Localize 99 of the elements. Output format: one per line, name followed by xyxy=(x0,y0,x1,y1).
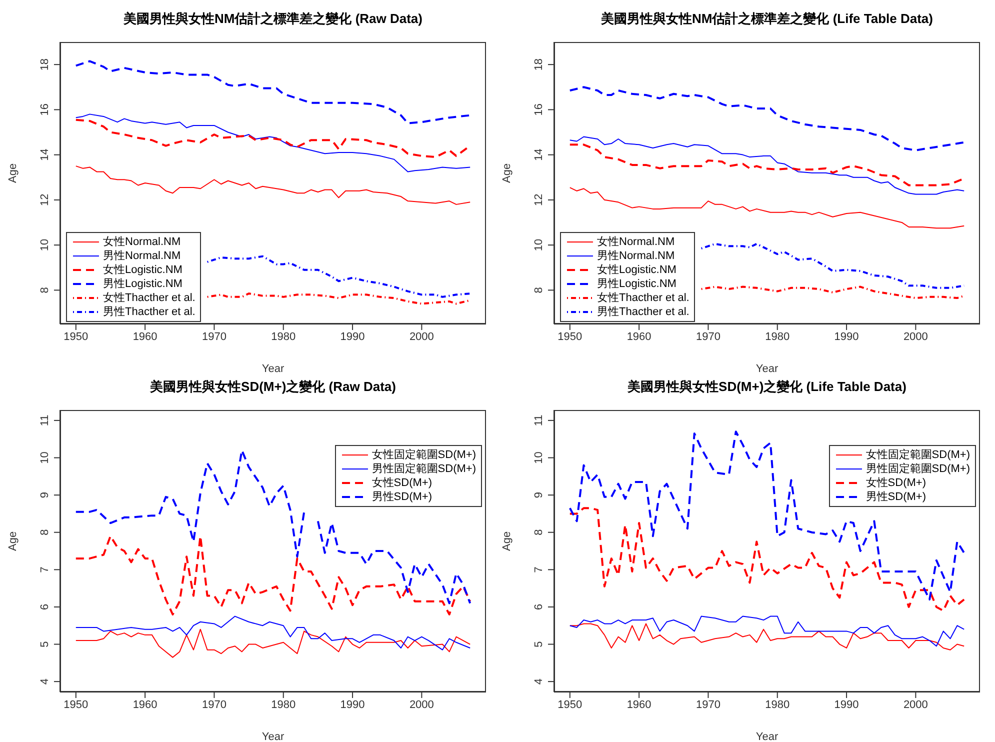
y-axis-title: Age xyxy=(6,163,19,183)
y-tick-label: 5 xyxy=(39,641,51,648)
y-tick-label: 8 xyxy=(533,529,545,536)
chart-title: 美國男性與女性SD(M+)之變化 (Life Table Data) xyxy=(626,378,908,396)
legend-label: 男性固定範圍SD(M+) xyxy=(372,462,476,476)
y-tick-label: 12 xyxy=(533,194,545,206)
x-tick-label: 1980 xyxy=(271,698,296,711)
line-series xyxy=(569,187,965,229)
legend-label: 男性Normal.NM xyxy=(597,249,675,263)
x-tick-label: 1950 xyxy=(558,698,582,711)
line-series xyxy=(75,628,471,658)
y-tick-label: 18 xyxy=(533,58,545,71)
x-tick-label: 1950 xyxy=(64,698,88,711)
y-tick-label: 7 xyxy=(533,566,545,573)
x-tick-label: 1970 xyxy=(202,330,226,343)
y-tick-label: 11 xyxy=(533,414,545,426)
line-series xyxy=(568,86,966,152)
legend-label: 男性SD(M+) xyxy=(866,490,926,504)
x-tick-label: 1990 xyxy=(834,698,859,711)
y-tick-label: 14 xyxy=(533,148,545,161)
legend-label: 女性Normal.NM xyxy=(597,235,675,249)
legend-label: 女性Thacther et al. xyxy=(103,291,196,305)
y-tick-label: 8 xyxy=(39,529,51,536)
x-tick-label: 1960 xyxy=(626,698,652,711)
x-tick-label: 1960 xyxy=(132,330,158,343)
line-series xyxy=(206,292,472,305)
x-axis-title: Year xyxy=(262,363,284,375)
x-axis-title: Year xyxy=(756,731,778,742)
y-tick-label: 8 xyxy=(39,287,51,294)
line-series xyxy=(568,507,966,612)
x-tick-label: 1980 xyxy=(765,330,790,343)
y-tick-label: 16 xyxy=(39,104,51,116)
line-series xyxy=(569,623,965,650)
line-series xyxy=(74,60,472,124)
line-series xyxy=(75,616,471,650)
x-tick-label: 1990 xyxy=(340,698,365,711)
x-tick-label: 1980 xyxy=(271,330,296,343)
legend-label: 男性固定範圍SD(M+) xyxy=(866,462,970,476)
x-tick-label: 2000 xyxy=(409,698,434,711)
y-tick-label: 5 xyxy=(533,641,545,648)
x-tick-label: 1960 xyxy=(132,698,158,711)
y-tick-label: 4 xyxy=(39,678,51,685)
legend-label: 女性SD(M+) xyxy=(866,476,926,490)
y-tick-label: 4 xyxy=(533,678,545,685)
legend-label: 女性Thacther et al. xyxy=(597,291,690,305)
y-tick-label: 6 xyxy=(533,604,545,610)
y-axis-title: Age xyxy=(500,163,513,183)
chart-title: 美國男性與女性NM估計之標準差之變化 (Life Table Data) xyxy=(600,10,934,28)
x-tick-label: 2000 xyxy=(903,698,928,711)
x-tick-label: 2000 xyxy=(409,330,434,343)
y-tick-label: 10 xyxy=(533,452,545,464)
y-tick-label: 10 xyxy=(39,452,51,464)
line-series xyxy=(74,535,472,616)
legend-label: 女性Logistic.NM xyxy=(597,263,676,277)
legend-label: 男性Logistic.NM xyxy=(103,277,182,291)
legend-label: 男性Thacther et al. xyxy=(597,305,690,319)
x-axis-title: Year xyxy=(756,363,778,375)
x-tick-label: 1950 xyxy=(558,330,582,343)
x-axis-title: Year xyxy=(262,731,284,742)
y-tick-label: 7 xyxy=(39,566,51,573)
legend-label: 女性固定範圍SD(M+) xyxy=(372,448,476,462)
legend-label: 女性Logistic.NM xyxy=(103,263,182,277)
y-tick-label: 10 xyxy=(533,238,545,252)
chart-title: 美國男性與女性NM估計之標準差之變化 (Raw Data) xyxy=(122,10,424,28)
x-tick-label: 1960 xyxy=(626,330,652,343)
y-axis-title: Age xyxy=(6,531,19,551)
x-tick-label: 1970 xyxy=(696,330,720,343)
legend-label: 男性Normal.NM xyxy=(103,249,181,263)
y-axis-title: Age xyxy=(500,531,513,551)
y-tick-label: 14 xyxy=(39,148,51,161)
line-series xyxy=(569,616,965,647)
legend-label: 女性固定範圍SD(M+) xyxy=(866,448,970,462)
chart-title: 美國男性與女性SD(M+)之變化 (Raw Data) xyxy=(149,378,397,396)
y-tick-label: 18 xyxy=(39,58,51,71)
legend-label: 男性Thacther et al. xyxy=(103,305,196,319)
line-series xyxy=(700,286,966,300)
y-tick-label: 8 xyxy=(533,287,545,294)
y-tick-label: 16 xyxy=(533,104,545,116)
line-series xyxy=(206,255,472,298)
legend-label: 男性Logistic.NM xyxy=(597,277,676,291)
x-tick-label: 1970 xyxy=(696,698,720,711)
y-tick-label: 6 xyxy=(39,604,51,610)
y-tick-label: 11 xyxy=(39,414,51,426)
legend-label: 男性SD(M+) xyxy=(372,490,432,504)
legend-label: 女性SD(M+) xyxy=(372,476,432,490)
y-tick-label: 10 xyxy=(39,238,51,252)
y-tick-label: 12 xyxy=(39,194,51,206)
y-tick-label: 9 xyxy=(39,492,51,498)
line-series xyxy=(75,114,471,172)
x-tick-label: 1950 xyxy=(64,330,88,343)
x-tick-label: 2000 xyxy=(903,330,928,343)
legend-label: 女性Normal.NM xyxy=(103,235,181,249)
line-series xyxy=(569,136,965,195)
x-tick-label: 1990 xyxy=(834,330,859,343)
x-tick-label: 1980 xyxy=(765,698,790,711)
line-series xyxy=(75,166,471,205)
x-tick-label: 1970 xyxy=(202,698,226,711)
x-tick-label: 1990 xyxy=(340,330,365,343)
y-tick-label: 9 xyxy=(533,492,545,498)
